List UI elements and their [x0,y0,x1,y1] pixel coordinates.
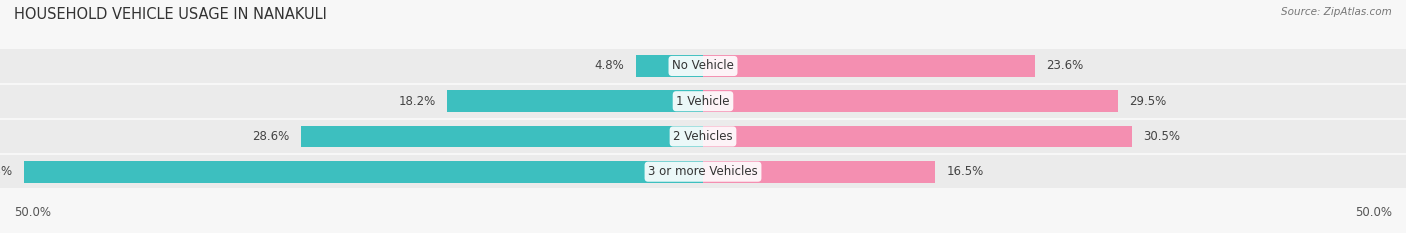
Text: 1 Vehicle: 1 Vehicle [676,95,730,108]
Text: 16.5%: 16.5% [946,165,983,178]
Bar [24,161,703,183]
Text: 3 or more Vehicles: 3 or more Vehicles [648,165,758,178]
Text: 50.0%: 50.0% [1355,206,1392,219]
Text: 23.6%: 23.6% [1046,59,1083,72]
Text: 4.8%: 4.8% [595,59,624,72]
Bar [0,85,1406,118]
Text: 18.2%: 18.2% [399,95,436,108]
Bar [703,161,935,183]
Text: No Vehicle: No Vehicle [672,59,734,72]
Text: 2 Vehicles: 2 Vehicles [673,130,733,143]
Bar [0,49,1406,82]
Text: 29.5%: 29.5% [1129,95,1166,108]
Text: HOUSEHOLD VEHICLE USAGE IN NANAKULI: HOUSEHOLD VEHICLE USAGE IN NANAKULI [14,7,328,22]
Bar [447,90,703,112]
Bar [703,126,1132,147]
Bar [0,155,1406,188]
Bar [703,55,1035,77]
Bar [301,126,703,147]
Bar [703,90,1118,112]
Text: 50.0%: 50.0% [14,206,51,219]
Text: Source: ZipAtlas.com: Source: ZipAtlas.com [1281,7,1392,17]
Text: 28.6%: 28.6% [253,130,290,143]
Bar [636,55,703,77]
Bar [0,120,1406,153]
Text: 30.5%: 30.5% [1143,130,1180,143]
Text: 48.3%: 48.3% [0,165,13,178]
